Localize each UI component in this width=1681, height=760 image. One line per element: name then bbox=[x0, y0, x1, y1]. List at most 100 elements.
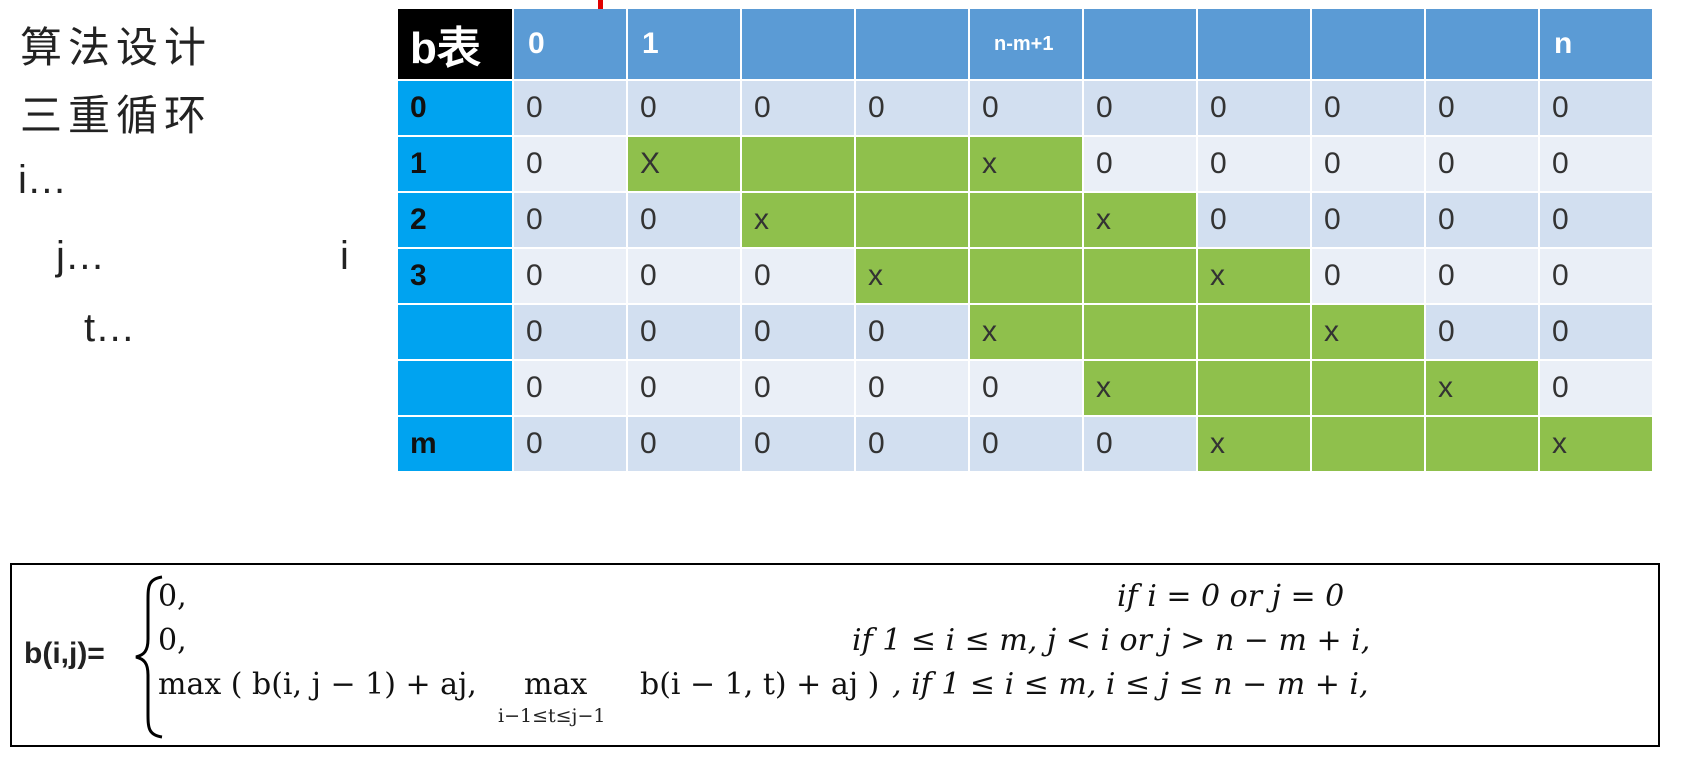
table-cell: 0 bbox=[1426, 249, 1538, 303]
table-cell bbox=[1312, 417, 1424, 471]
case3-inner-max: max bbox=[524, 667, 588, 702]
table-cell: 0 bbox=[628, 305, 740, 359]
table-cell: x bbox=[1198, 249, 1310, 303]
column-header: 0 bbox=[514, 9, 626, 79]
table-cell: 0 bbox=[1426, 81, 1538, 135]
table-cell: 0 bbox=[514, 249, 626, 303]
case2-value: 0, bbox=[158, 623, 187, 658]
case3-condition: , if 1 ≤ i ≤ m, i ≤ j ≤ n − m + i, bbox=[892, 667, 1369, 702]
case3-inner-expression: b(i − 1, t) + aj ) bbox=[640, 667, 880, 702]
table-cell: 0 bbox=[1426, 137, 1538, 191]
table-cell: 0 bbox=[628, 361, 740, 415]
table-cell: 0 bbox=[1540, 361, 1652, 415]
column-header: n-m+1 bbox=[970, 9, 1082, 79]
case1-condition: if i = 0 or j = 0 bbox=[1117, 579, 1345, 614]
table-cell: 0 bbox=[1540, 137, 1652, 191]
table-cell: x bbox=[1198, 417, 1310, 471]
row-header bbox=[398, 361, 512, 415]
row-header: 0 bbox=[398, 81, 512, 135]
table-cell: 0 bbox=[742, 417, 854, 471]
table-cell: 0 bbox=[628, 417, 740, 471]
table-cell: 0 bbox=[1084, 417, 1196, 471]
table-cell: 0 bbox=[514, 305, 626, 359]
table-cell bbox=[1426, 417, 1538, 471]
table-cell: x bbox=[1312, 305, 1424, 359]
column-header bbox=[742, 9, 854, 79]
loop-j-label: j… bbox=[56, 234, 105, 278]
row-header: m bbox=[398, 417, 512, 471]
table-cell: 0 bbox=[1312, 249, 1424, 303]
table-cell bbox=[1198, 305, 1310, 359]
table-cell: 0 bbox=[514, 137, 626, 191]
case2-condition: if 1 ≤ i ≤ m, j < i or j > n − m + i, bbox=[852, 623, 1371, 658]
column-header bbox=[1198, 9, 1310, 79]
table-cell: 0 bbox=[1312, 137, 1424, 191]
table-cell: 0 bbox=[856, 81, 968, 135]
table-cell: 0 bbox=[742, 305, 854, 359]
table-cell: 0 bbox=[1312, 193, 1424, 247]
table-header-row: b表 0 1 n-m+1 n bbox=[398, 9, 1652, 79]
table-cell bbox=[1084, 305, 1196, 359]
red-pointer-mark bbox=[598, 0, 603, 16]
table-cell: 0 bbox=[1426, 193, 1538, 247]
formula-lhs: b(i,j)= bbox=[24, 637, 105, 670]
case1-value: 0, bbox=[158, 579, 187, 614]
table-cell bbox=[856, 137, 968, 191]
column-header: n bbox=[1540, 9, 1652, 79]
table-cell: 0 bbox=[970, 81, 1082, 135]
column-header bbox=[856, 9, 968, 79]
column-header bbox=[1312, 9, 1424, 79]
table-cell: x bbox=[970, 137, 1082, 191]
table-corner-label: b表 bbox=[398, 9, 512, 79]
table-cell: 0 bbox=[1540, 249, 1652, 303]
column-header bbox=[1084, 9, 1196, 79]
table-cell: 0 bbox=[970, 417, 1082, 471]
table-cell: 0 bbox=[1540, 305, 1652, 359]
table-cell: 0 bbox=[856, 361, 968, 415]
table-cell bbox=[1084, 249, 1196, 303]
table-cell: 0 bbox=[1084, 81, 1196, 135]
table-cell: 0 bbox=[742, 81, 854, 135]
table-cell: 0 bbox=[514, 193, 626, 247]
table-cell: 0 bbox=[742, 361, 854, 415]
table-cell: 0 bbox=[514, 361, 626, 415]
table-cell bbox=[1198, 361, 1310, 415]
table-cell bbox=[742, 137, 854, 191]
table-cell: 0 bbox=[1540, 193, 1652, 247]
table-cell: x bbox=[1540, 417, 1652, 471]
table-cell: 0 bbox=[1198, 137, 1310, 191]
table-cell bbox=[1312, 361, 1424, 415]
table-cell: 0 bbox=[1540, 81, 1652, 135]
loop-t-label: t… bbox=[84, 306, 136, 350]
row-axis-i-label: i bbox=[340, 234, 349, 278]
table-cell: 0 bbox=[970, 361, 1082, 415]
table-cell bbox=[856, 193, 968, 247]
table-cell: x bbox=[856, 249, 968, 303]
row-header: 3 bbox=[398, 249, 512, 303]
case3-inner-max-subscript: i−1≤t≤j−1 bbox=[498, 705, 606, 727]
table-cell bbox=[970, 193, 1082, 247]
table-cell: 0 bbox=[1312, 81, 1424, 135]
row-header: 1 bbox=[398, 137, 512, 191]
table-cell: x bbox=[970, 305, 1082, 359]
title-algorithm-design: 算法设计 bbox=[20, 23, 213, 72]
subtitle-triple-loop: 三重循环 bbox=[20, 91, 213, 140]
table-cell bbox=[970, 249, 1082, 303]
table-cell: x bbox=[1084, 361, 1196, 415]
table-cell: 0 bbox=[1426, 305, 1538, 359]
table-cell: 0 bbox=[628, 193, 740, 247]
table-cell: x bbox=[742, 193, 854, 247]
table-cell: 0 bbox=[1198, 193, 1310, 247]
column-header: 1 bbox=[628, 9, 740, 79]
case3-max-open: max ( b(i, j − 1) + aj, bbox=[158, 667, 477, 702]
row-header: 2 bbox=[398, 193, 512, 247]
row-header bbox=[398, 305, 512, 359]
table-cell: 0 bbox=[856, 417, 968, 471]
